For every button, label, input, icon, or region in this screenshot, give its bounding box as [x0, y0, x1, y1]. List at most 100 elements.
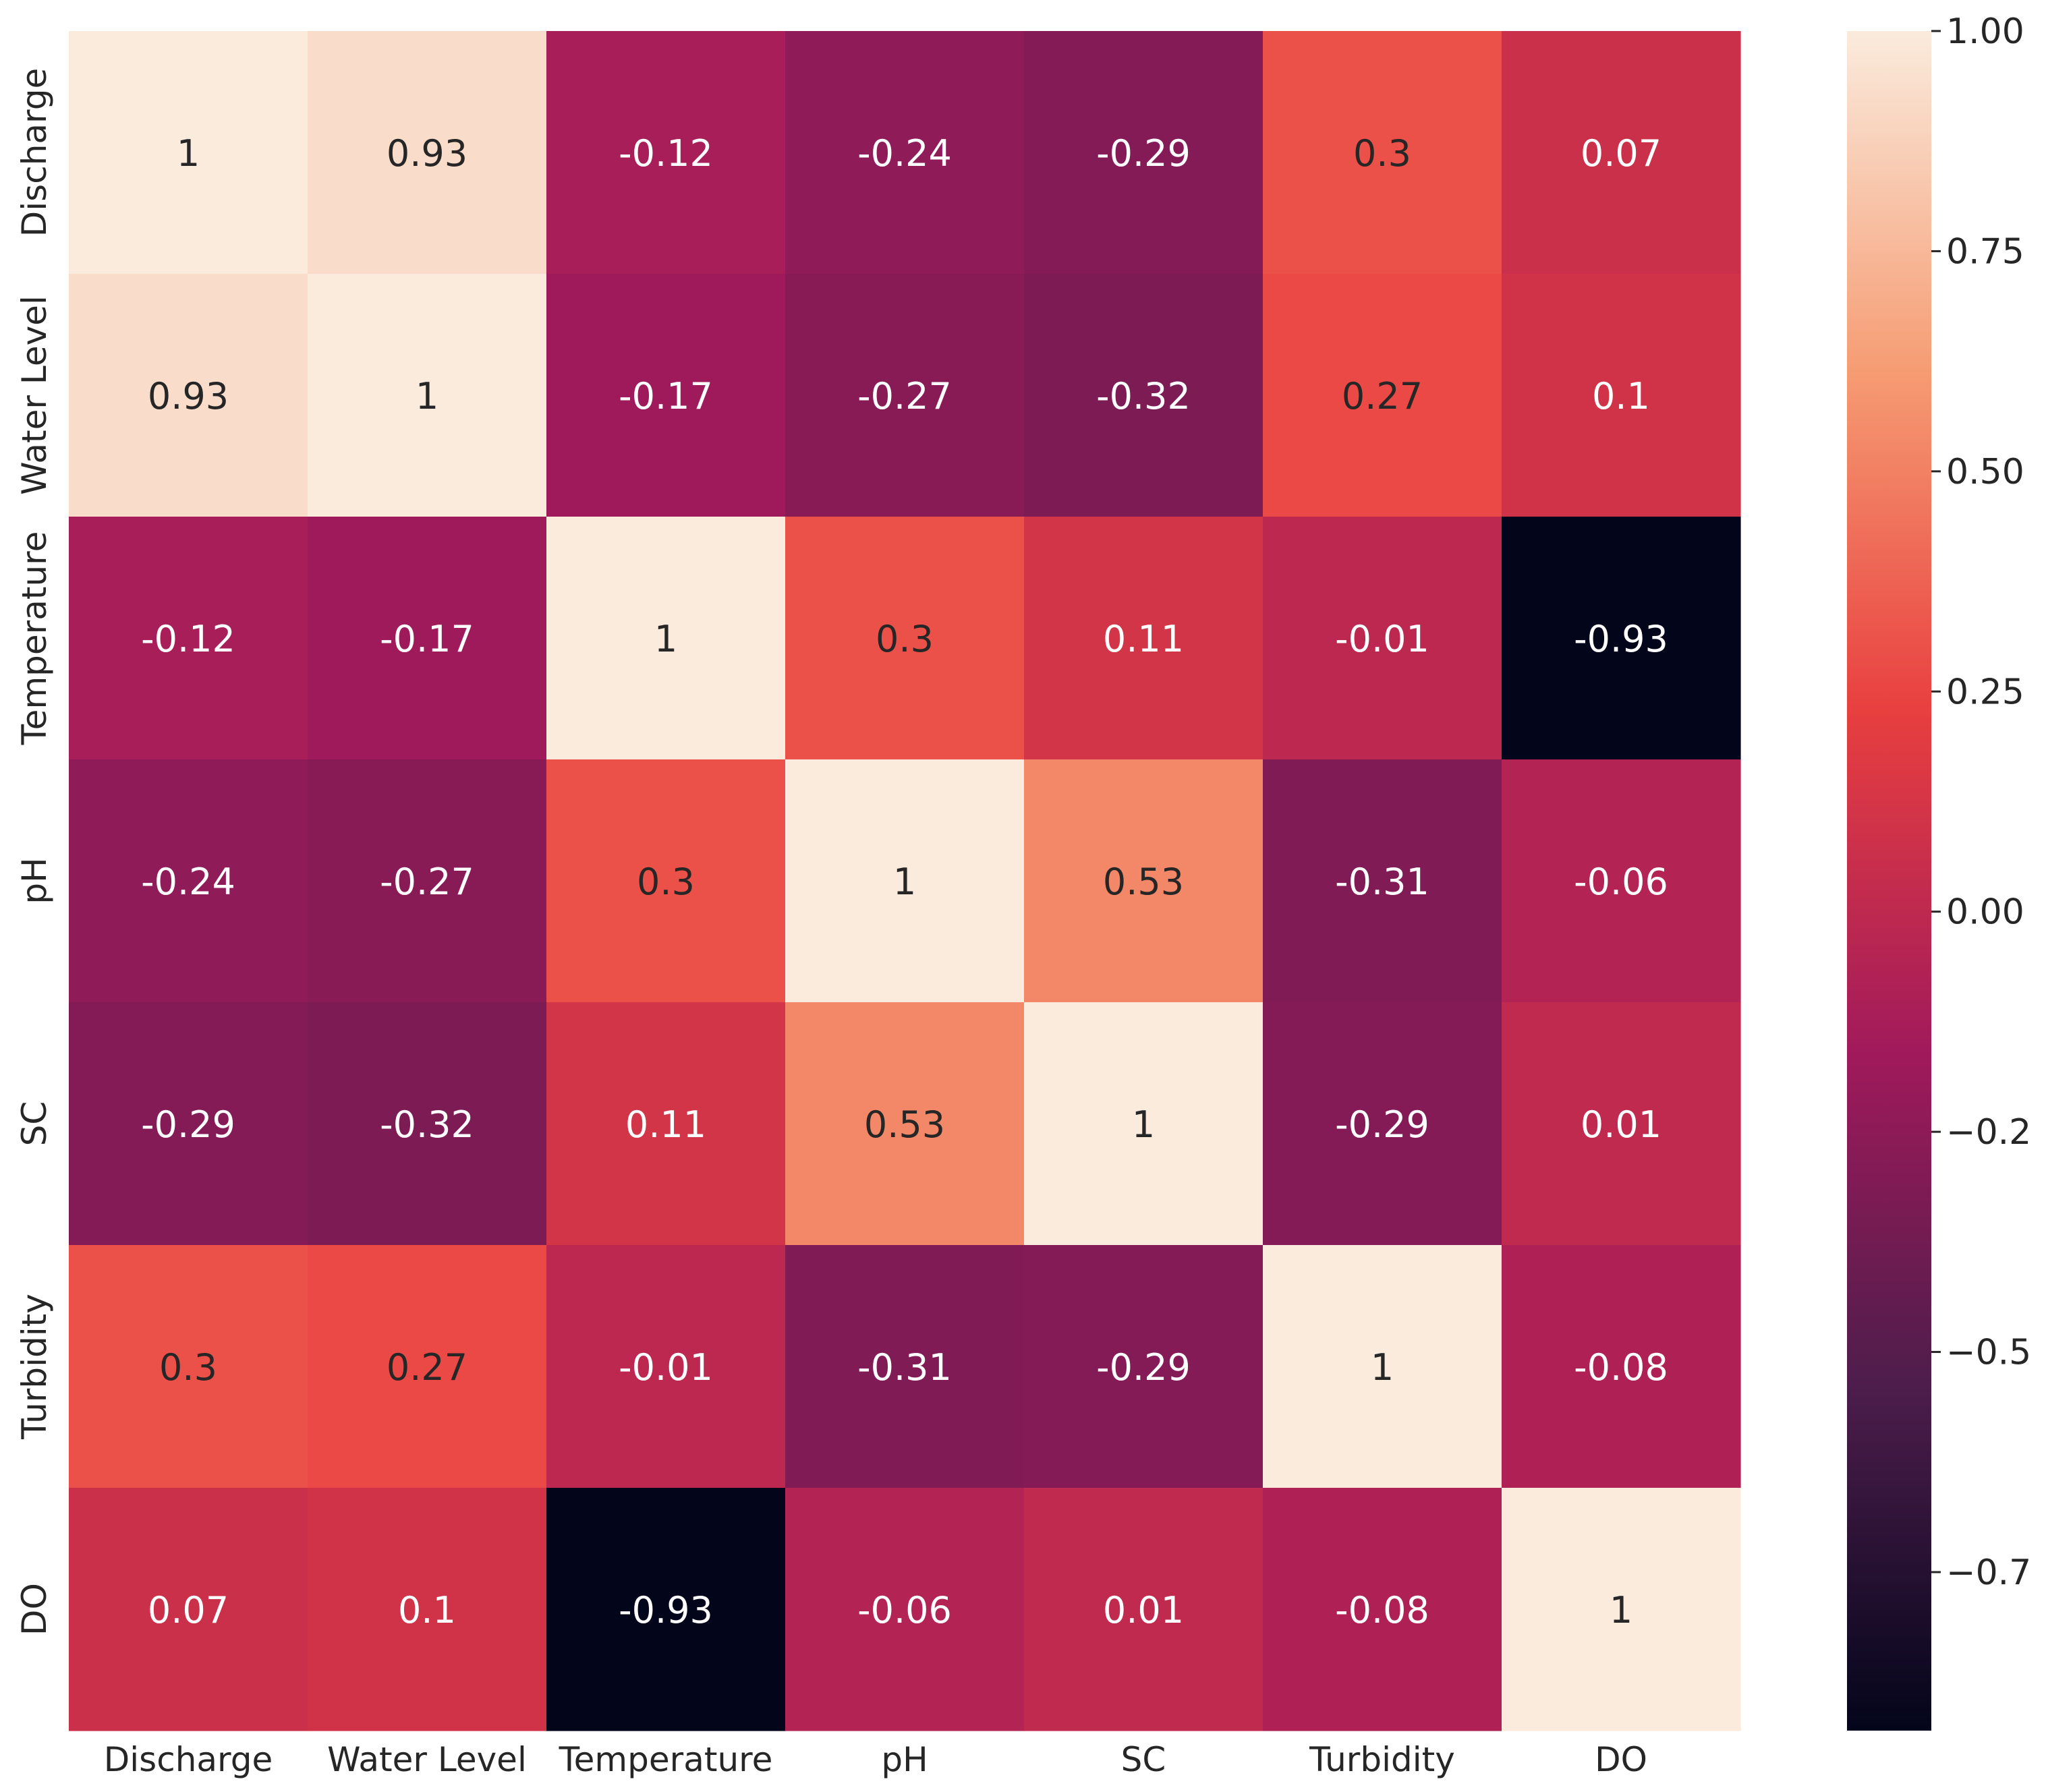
heatmap-cell	[1502, 1245, 1741, 1488]
cell-value-label: 1	[416, 375, 438, 417]
heatmap-cell	[1263, 274, 1502, 517]
heatmap-cell	[1024, 517, 1263, 760]
cell-value-label: 0.93	[148, 375, 229, 417]
cell-value-label: -0.12	[619, 132, 713, 175]
heatmap-cell	[69, 274, 308, 517]
colorbar-tick-label: −0.2	[1946, 1112, 2031, 1153]
y-tick-label: Discharge	[15, 68, 54, 237]
heatmap-cell	[308, 1245, 547, 1488]
cell-value-label: 0.01	[1103, 1589, 1184, 1631]
y-tick-label: SC	[15, 1101, 54, 1147]
cell-value-label: -0.29	[1096, 1346, 1191, 1389]
cell-value-label: 1	[654, 618, 677, 660]
heatmap-cell	[1502, 517, 1741, 760]
cell-value-label: -0.93	[619, 1589, 713, 1631]
heatmap-cell	[1024, 1245, 1263, 1488]
heatmap-cell	[1263, 31, 1502, 274]
heatmap-cell	[785, 517, 1025, 760]
heatmap-cell	[546, 517, 786, 760]
cell-value-label: -0.06	[1574, 861, 1668, 903]
cell-value-label: -0.32	[380, 1103, 474, 1146]
x-tick-label: Turbidity	[1309, 1740, 1455, 1779]
heatmap-cell	[69, 1245, 308, 1488]
heatmap-cell	[308, 1488, 547, 1731]
colorbar-tick-label: 0.75	[1946, 231, 2024, 272]
heatmap-cell	[546, 759, 786, 1003]
heatmap-cell	[1502, 759, 1741, 1003]
cell-value-label: 1	[1610, 1589, 1632, 1631]
colorbar-tick-label: −0.7	[1946, 1553, 2031, 1593]
cell-value-label: -0.93	[1574, 618, 1668, 660]
cell-value-label: -0.08	[1574, 1346, 1668, 1389]
heatmap-cell	[69, 31, 308, 274]
colorbar-tick-label: 0.25	[1946, 672, 2024, 712]
colorbar-tick-label: 0.50	[1946, 452, 2024, 492]
cell-value-label: -0.01	[1335, 618, 1429, 660]
cell-value-label: -0.31	[857, 1346, 952, 1389]
cell-value-label: 0.53	[1103, 861, 1184, 903]
cell-value-label: 1	[1371, 1346, 1394, 1389]
cell-value-label: 0.53	[864, 1103, 945, 1146]
cell-value-label: -0.29	[141, 1103, 235, 1146]
cell-value-label: 1	[893, 861, 916, 903]
cell-value-label: 0.11	[625, 1103, 706, 1146]
heatmap-cell	[1024, 759, 1263, 1003]
colorbar-tick-label: 1.00	[1946, 11, 2024, 52]
cell-value-label: 0.3	[876, 618, 934, 660]
heatmap-cell	[785, 759, 1025, 1003]
heatmap-cell	[1263, 517, 1502, 760]
heatmap-cell	[546, 274, 786, 517]
cell-value-label: -0.17	[380, 618, 474, 660]
cell-value-label: 0.11	[1103, 618, 1184, 660]
heatmap-cell-labels: 1 0.93 -0.12 -0.24 -0.29 0.3 0.07 0.93 1 -0.17 -0.…	[141, 132, 1668, 1631]
heatmap-cell	[1024, 1002, 1263, 1246]
y-tick-label: Temperature	[15, 531, 54, 746]
cell-value-label: -0.06	[857, 1589, 952, 1631]
colorbar-tick-label: 0.00	[1946, 892, 2024, 933]
heatmap-cell	[546, 1488, 786, 1731]
heatmap-cell	[69, 517, 308, 760]
heatmap-cell	[1263, 1245, 1502, 1488]
cell-value-label: 0.27	[387, 1346, 467, 1389]
cell-value-label: 0.07	[1581, 132, 1661, 175]
cell-value-label: 0.3	[159, 1346, 217, 1389]
cell-value-label: -0.12	[141, 618, 235, 660]
heatmap-cell	[308, 274, 547, 517]
cell-value-label: -0.24	[141, 861, 235, 903]
cell-value-label: 0.3	[1353, 132, 1411, 175]
heatmap-cell	[1502, 31, 1741, 274]
heatmap-cell	[546, 31, 786, 274]
x-tick-label: DO	[1595, 1740, 1647, 1779]
x-tick-label: pH	[881, 1740, 928, 1779]
heatmap-cell	[785, 274, 1025, 517]
cell-value-label: -0.27	[857, 375, 952, 417]
cell-value-label: 1	[1132, 1103, 1155, 1146]
cell-value-label: 0.93	[387, 132, 467, 175]
heatmap-cell	[1502, 1488, 1741, 1731]
heatmap-cell	[1024, 274, 1263, 517]
heatmap-cell	[546, 1002, 786, 1246]
heatmap-cell	[785, 1245, 1025, 1488]
cell-value-label: 0.3	[637, 861, 695, 903]
cell-value-label: 0.27	[1342, 375, 1423, 417]
y-tick-label: DO	[15, 1583, 54, 1636]
cell-value-label: -0.08	[1335, 1589, 1429, 1631]
cell-value-label: -0.31	[1335, 861, 1429, 903]
x-tick-label: Temperature	[559, 1740, 773, 1779]
heatmap-cell	[1263, 1002, 1502, 1246]
cell-value-label: -0.32	[1096, 375, 1191, 417]
heatmap-cell	[1024, 31, 1263, 274]
cell-value-label: 1	[177, 132, 200, 175]
cell-value-label: 0.07	[148, 1589, 229, 1631]
heatmap-cell	[69, 759, 308, 1003]
x-tick-label: Discharge	[104, 1740, 273, 1779]
x-tick-label: Water Level	[327, 1740, 527, 1779]
heatmap-cell	[546, 1245, 786, 1488]
heatmap-cell	[308, 31, 547, 274]
heatmap-cells	[69, 31, 1741, 1731]
heatmap-cell	[308, 517, 547, 760]
colorbar: 1.00 0.75 0.50 0.25 0.00 −0.2 −0.5 −0.7	[1847, 11, 2031, 1731]
heatmap-cell	[785, 31, 1025, 274]
